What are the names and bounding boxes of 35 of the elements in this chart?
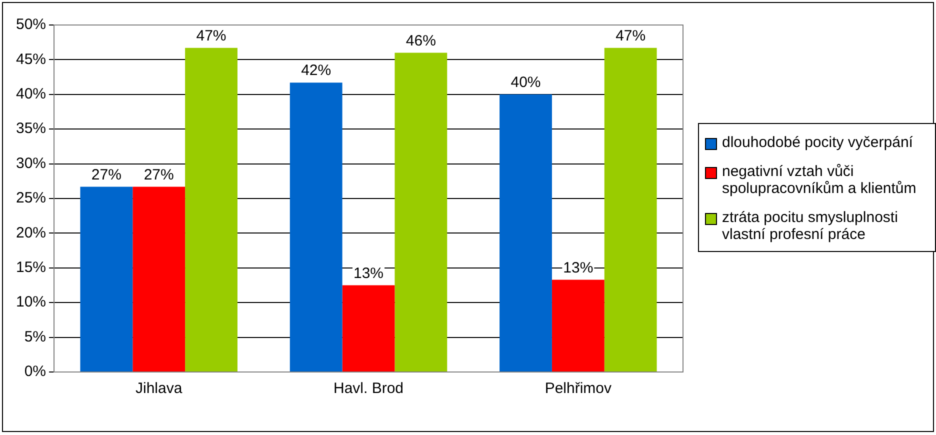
bar: [500, 94, 552, 372]
y-tick-label: 20%: [16, 224, 46, 242]
y-tick-label: 35%: [16, 120, 46, 138]
data-label: 47%: [616, 28, 646, 45]
y-tick-label: 0%: [24, 363, 46, 380]
bar: [132, 186, 186, 372]
legend-label: ztráta pocitu smysluplnosti vlastní profesní práce: [722, 209, 899, 243]
x-tick-label: Pelhřimov: [544, 380, 612, 398]
y-tick-label: 45%: [16, 50, 46, 68]
y-tick-label: 15%: [16, 259, 46, 276]
data-label: 42%: [301, 62, 332, 80]
bar: [342, 285, 395, 372]
data-label: 27%: [91, 166, 122, 184]
data-label: 40%: [510, 74, 541, 92]
y-tick-label: 50%: [16, 16, 46, 34]
bar: [80, 186, 133, 372]
y-tick-label: 30%: [16, 154, 46, 172]
bar: [394, 52, 448, 372]
bar: [290, 82, 342, 372]
data-label: 46%: [406, 32, 436, 50]
legend-label: dlouhodobé pocity vyčerpání: [722, 134, 913, 151]
x-tick-label: Jihlava: [136, 380, 183, 398]
data-label: 47%: [196, 28, 226, 45]
x-tick-label: Havl. Brod: [333, 380, 404, 398]
bar: [552, 280, 604, 372]
legend-label: negativní vztah vůči spolupracovníkům a klientům: [722, 163, 918, 197]
data-label: 13%: [353, 264, 384, 282]
data-label: 13%: [563, 259, 594, 276]
y-tick-label: 10%: [16, 294, 46, 311]
bar: [604, 48, 657, 372]
y-tick-label: 25%: [16, 190, 46, 207]
y-tick-label: 40%: [16, 86, 46, 103]
y-tick-label: 5%: [24, 328, 46, 346]
bar: [185, 48, 238, 372]
data-label: 27%: [144, 166, 174, 184]
